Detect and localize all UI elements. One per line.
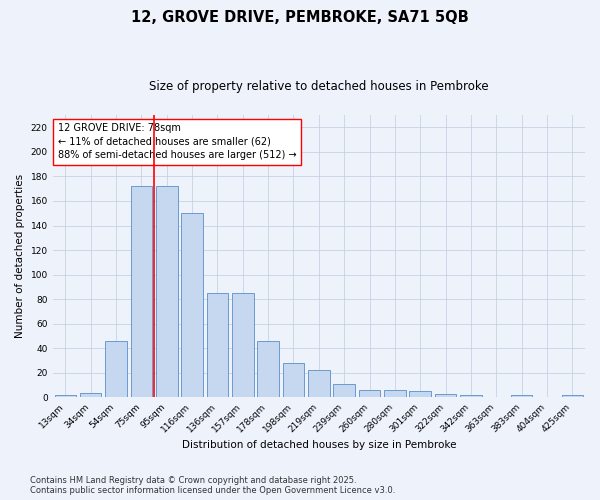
Bar (435, 394, 457, 398)
Bar (55, 395, 76, 398)
Bar (156, 186, 178, 398)
Title: Size of property relative to detached houses in Pembroke: Size of property relative to detached ho… (149, 80, 488, 93)
Text: 12 GROVE DRIVE: 78sqm
← 11% of detached houses are smaller (62)
88% of semi-deta: 12 GROVE DRIVE: 78sqm ← 11% of detached … (58, 124, 296, 160)
Bar (80, 392, 101, 398)
Bar (384, 390, 406, 398)
Text: 12, GROVE DRIVE, PEMBROKE, SA71 5QB: 12, GROVE DRIVE, PEMBROKE, SA71 5QB (131, 10, 469, 25)
Bar (562, 395, 583, 398)
Bar (181, 214, 203, 398)
Y-axis label: Number of detached properties: Number of detached properties (15, 174, 25, 338)
Bar (283, 363, 304, 398)
Bar (131, 186, 152, 398)
Bar (334, 384, 355, 398)
Bar (105, 341, 127, 398)
Text: Contains HM Land Registry data © Crown copyright and database right 2025.
Contai: Contains HM Land Registry data © Crown c… (30, 476, 395, 495)
Bar (232, 293, 254, 398)
Bar (359, 390, 380, 398)
X-axis label: Distribution of detached houses by size in Pembroke: Distribution of detached houses by size … (182, 440, 456, 450)
Bar (206, 293, 228, 398)
Bar (257, 341, 279, 398)
Bar (308, 370, 329, 398)
Bar (460, 395, 482, 398)
Bar (511, 395, 532, 398)
Bar (409, 392, 431, 398)
